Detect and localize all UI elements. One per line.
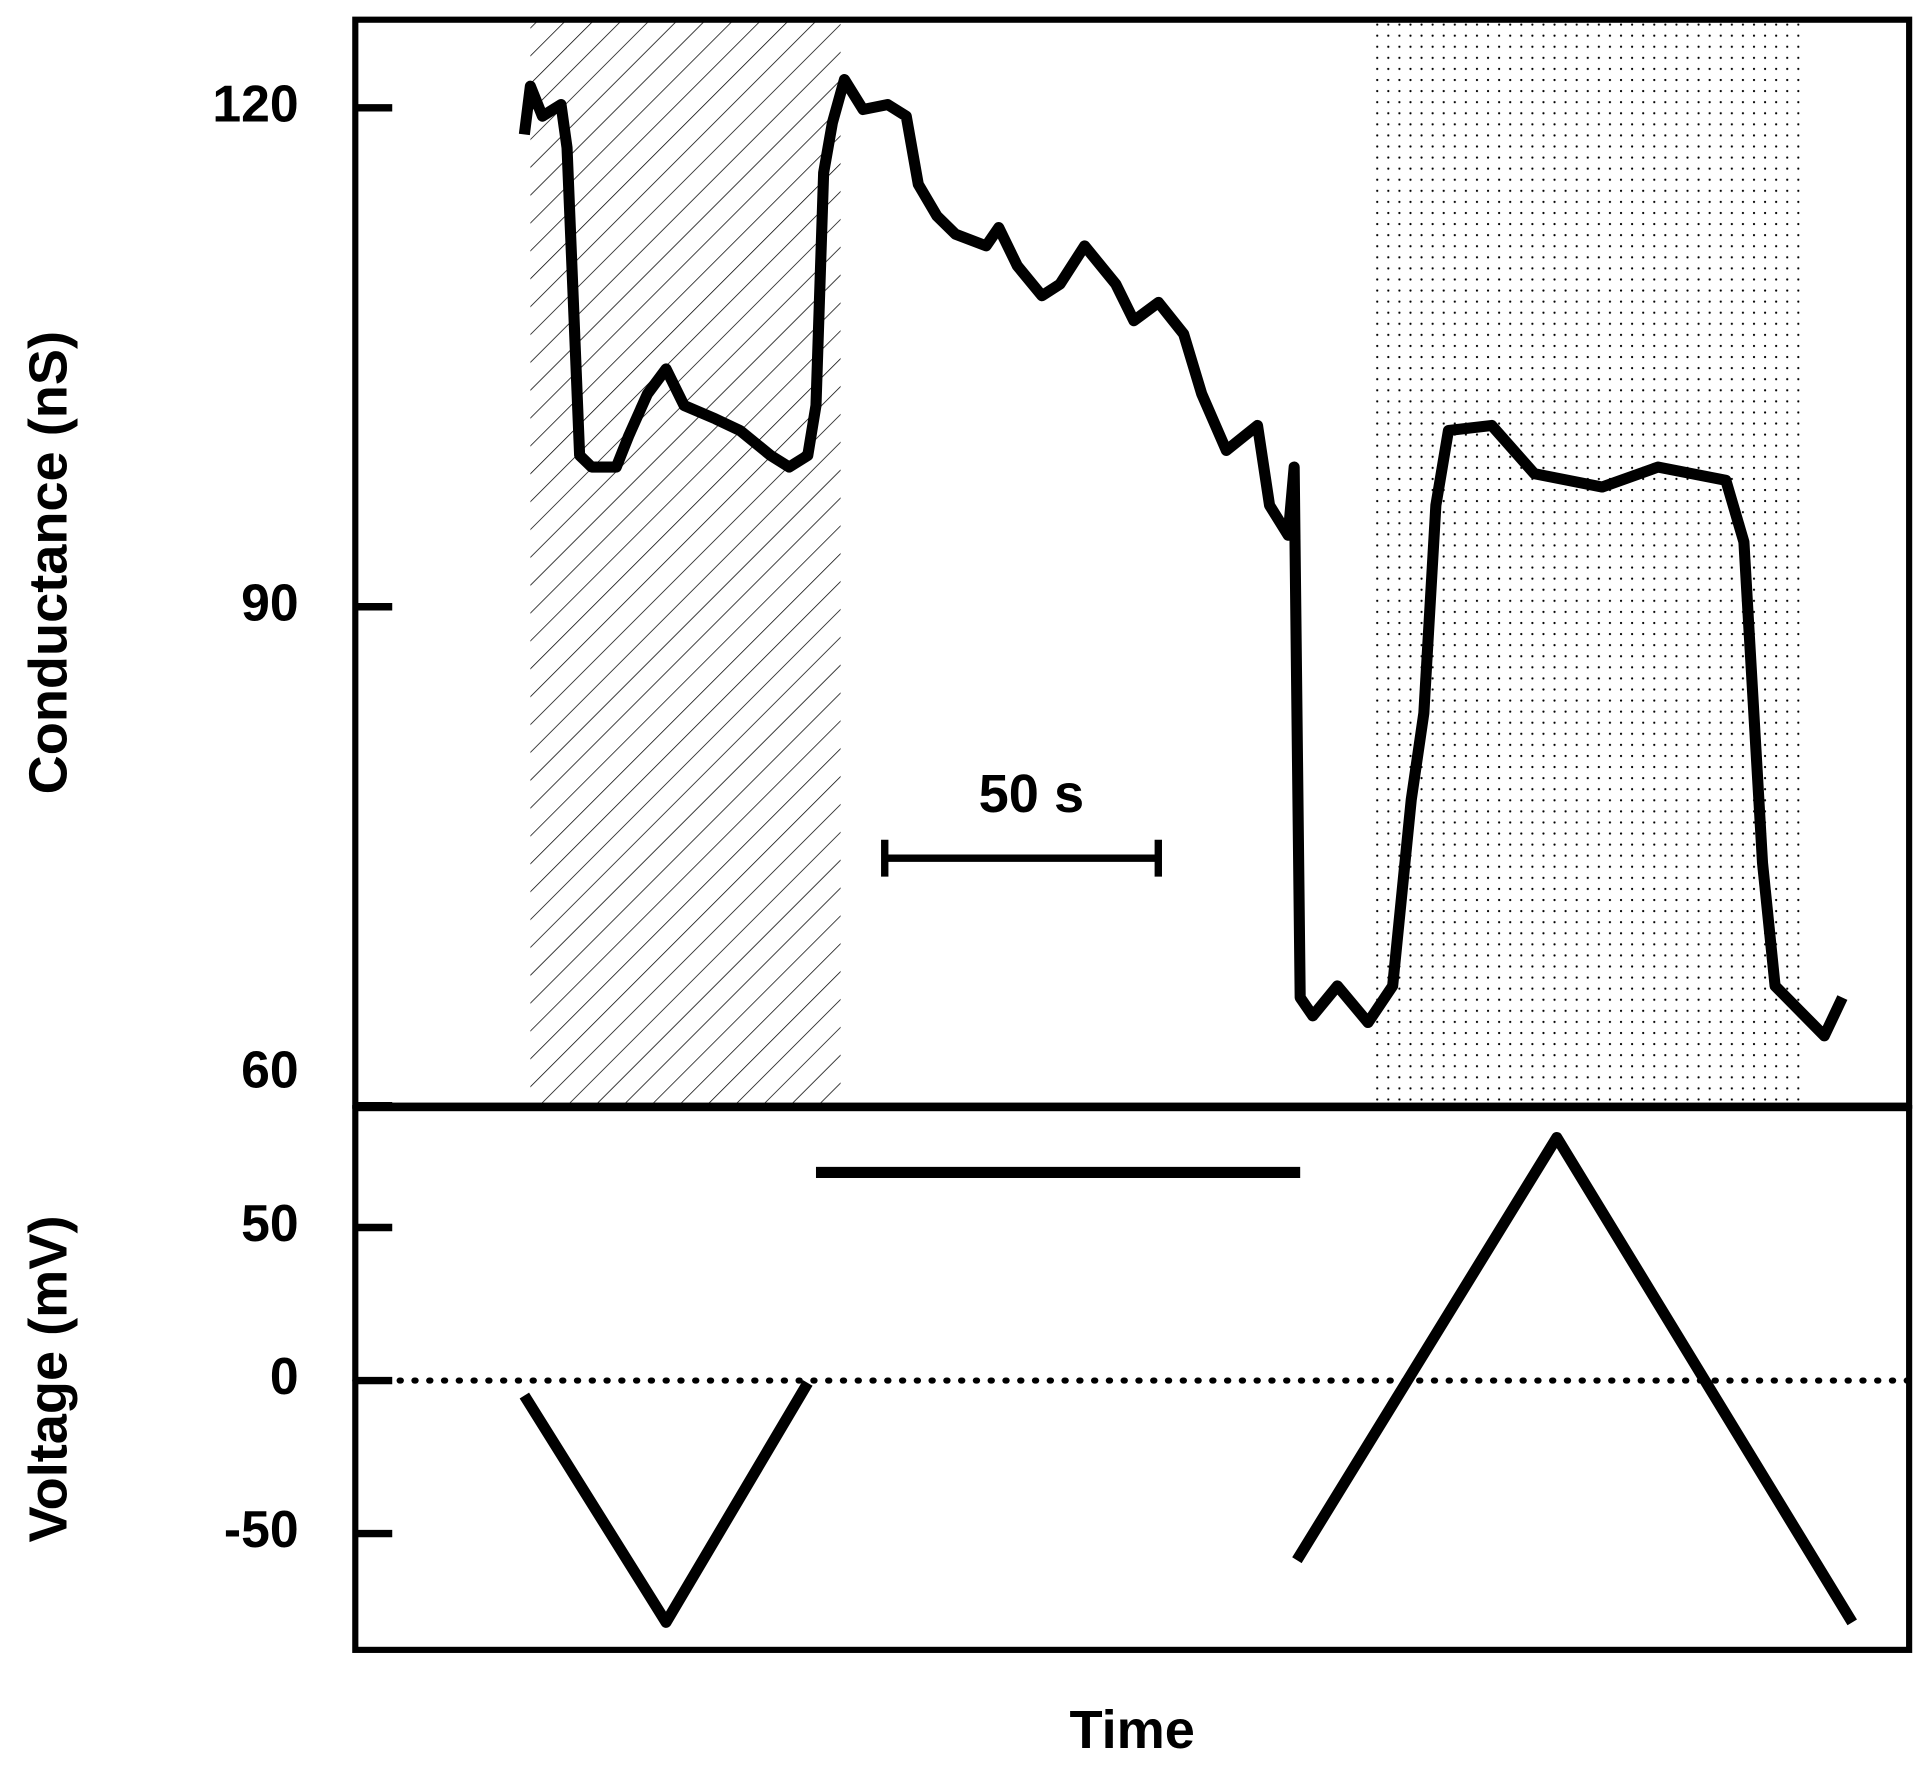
y-tick-label: 0 [270, 1347, 299, 1405]
data-line [519, 1131, 1857, 1628]
y-axis-label: Conductance (nS) [19, 331, 79, 794]
data-line [518, 74, 1848, 1042]
y-tick-label: 90 [241, 573, 299, 631]
y-tick-label: 50 [241, 1194, 299, 1252]
y-axis-label: Voltage (mV) [19, 1216, 79, 1543]
scale-bar-label: 50 s [979, 764, 1084, 824]
shaded-region [1371, 19, 1800, 1106]
y-tick-label: 60 [241, 1040, 299, 1098]
x-axis-label: Time [1070, 1700, 1195, 1760]
y-tick-label: -50 [224, 1500, 299, 1558]
shaded-region [530, 19, 841, 1106]
y-tick-label: 120 [212, 74, 298, 132]
plot-frame [352, 1105, 1913, 1653]
